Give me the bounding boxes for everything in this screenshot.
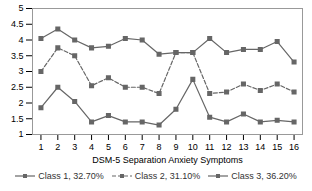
svg-text:14: 14 — [255, 142, 265, 152]
svg-text:2.5: 2.5 — [11, 82, 24, 92]
svg-text:5: 5 — [106, 142, 111, 152]
svg-text:9: 9 — [173, 142, 178, 152]
svg-text:10: 10 — [188, 142, 198, 152]
svg-text:1.5: 1.5 — [11, 114, 24, 124]
html-text:Class 2, 31.10%: Class 2, 31.10% — [134, 171, 201, 181]
html-text:Class 3, 36.20%: Class 3, 36.20% — [231, 171, 297, 181]
svg-text:11: 11 — [205, 142, 214, 152]
svg-text:1: 1 — [38, 142, 43, 152]
svg-text:3: 3 — [18, 66, 23, 76]
svg-text:3: 3 — [72, 142, 77, 152]
svg-text:3.5: 3.5 — [11, 51, 24, 61]
svg-text:15: 15 — [272, 142, 282, 152]
svg-text:2: 2 — [18, 98, 23, 108]
svg-text:13: 13 — [238, 142, 248, 152]
svg-text:12: 12 — [222, 142, 232, 152]
svg-text:5: 5 — [18, 3, 23, 13]
svg-text:4: 4 — [89, 142, 94, 152]
svg-text:16: 16 — [289, 142, 299, 152]
svg-text:4: 4 — [18, 35, 23, 45]
svg-text:8: 8 — [157, 142, 162, 152]
svg-text:7: 7 — [140, 142, 145, 152]
svg-text:6: 6 — [123, 142, 128, 152]
html-text:Class 1, 32.70%: Class 1, 32.70% — [38, 171, 104, 181]
svg-text:1: 1 — [18, 129, 23, 139]
svg-text:2: 2 — [55, 142, 60, 152]
svg-text:DSM-5 Separation Anxiety Sympt: DSM-5 Separation Anxiety Symptoms — [92, 155, 243, 165]
svg-text:4.5: 4.5 — [11, 19, 24, 29]
